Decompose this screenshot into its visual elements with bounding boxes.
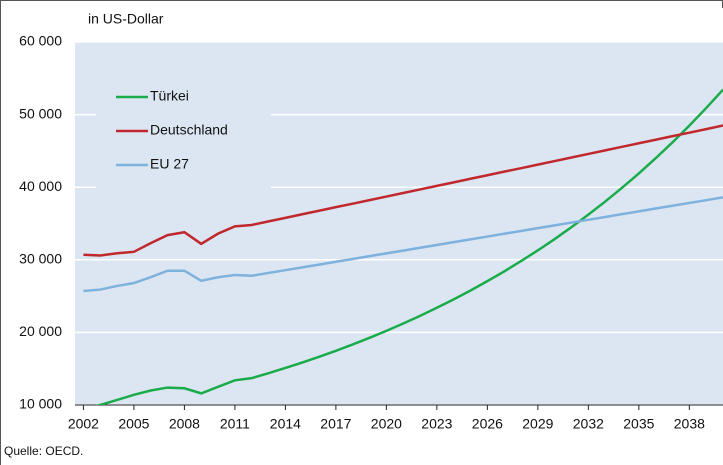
x-tick-label: 2011 [220, 416, 250, 432]
y-tick-label: 30 000 [19, 251, 62, 267]
y-tick-label: 50 000 [19, 105, 62, 121]
x-tick-label: 2032 [573, 416, 604, 432]
line-series [83, 196, 723, 293]
x-tick-label: 2014 [270, 416, 301, 432]
legend-label: Türkei [150, 88, 189, 104]
y-tick-label: 10 000 [19, 396, 62, 412]
x-tick-label: 2005 [118, 416, 149, 432]
y-axis-label: in US-Dollar [88, 11, 164, 27]
x-tick-label: 2008 [169, 416, 200, 432]
x-tick-label: 2023 [421, 416, 452, 432]
y-tick-label: 40 000 [19, 178, 62, 194]
x-tick-label: 2038 [674, 416, 705, 432]
y-tick-label: 60 000 [19, 33, 62, 49]
x-tick-label: 2029 [522, 416, 553, 432]
line-series [83, 124, 723, 257]
legend-label: Deutschland [150, 122, 228, 138]
x-tick-label: 2020 [371, 416, 402, 432]
x-tick-label: 2035 [623, 416, 654, 432]
legend-bg [96, 80, 271, 200]
x-tick-label: 2002 [68, 416, 99, 432]
legend-label: EU 27 [150, 156, 189, 172]
x-tick-label: 2026 [472, 416, 503, 432]
line-series [95, 88, 723, 405]
x-tick-label: 2017 [320, 416, 351, 432]
source: Quelle: OECD. [4, 444, 83, 458]
y-tick-label: 20 000 [19, 323, 62, 339]
